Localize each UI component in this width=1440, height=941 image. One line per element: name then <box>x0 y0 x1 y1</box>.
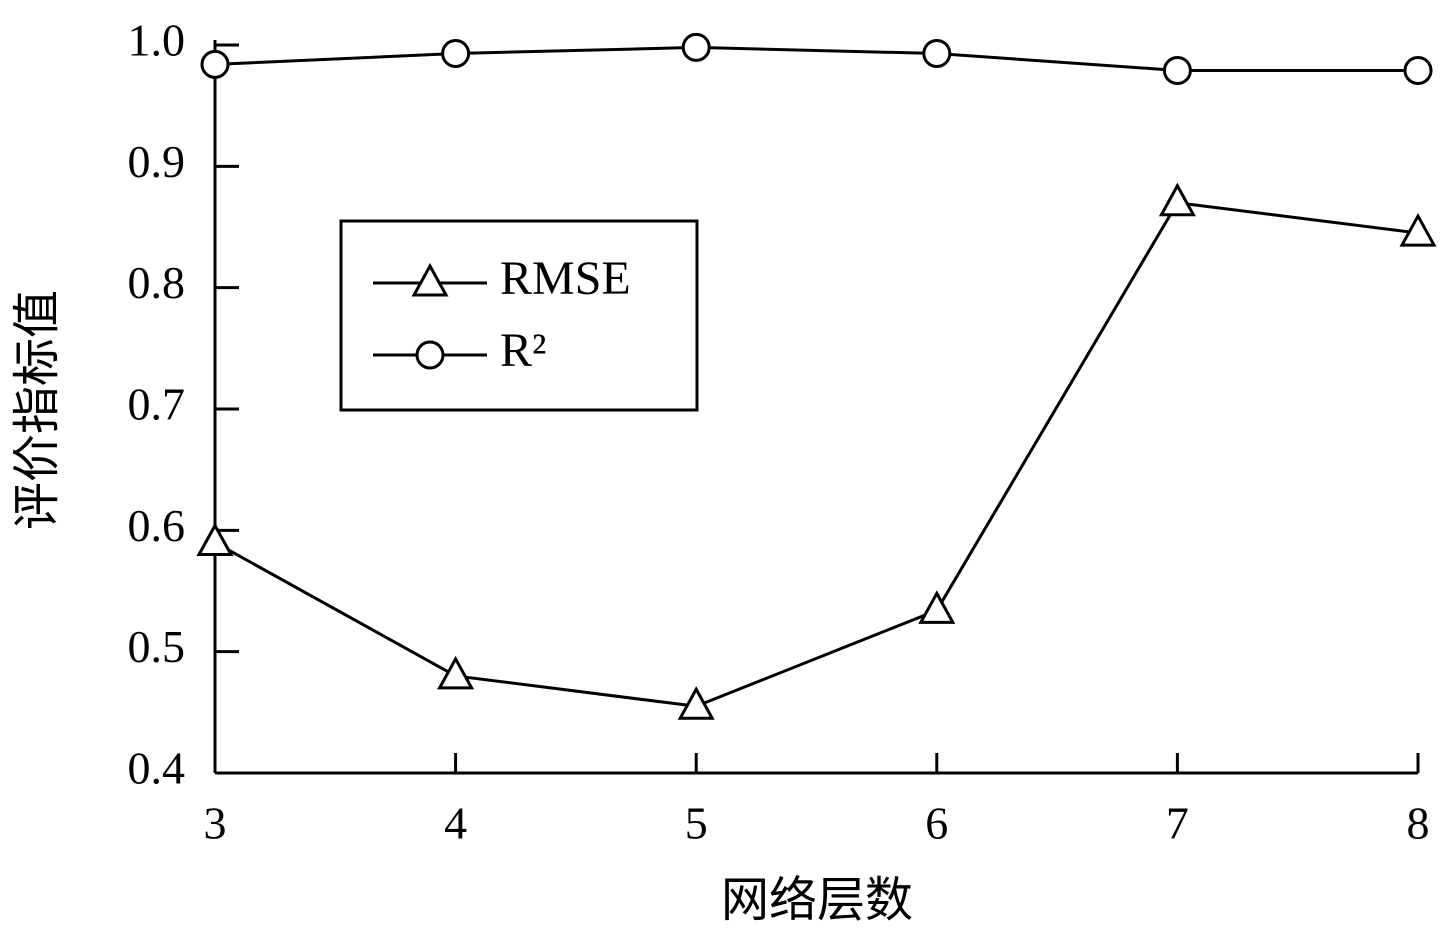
x-tick-label: 7 <box>1166 798 1189 849</box>
x-tick-label: 8 <box>1407 798 1430 849</box>
data-point <box>1403 55 1433 85</box>
legend-label: RMSE <box>500 252 631 305</box>
y-tick-label: 0.8 <box>128 257 186 308</box>
data-point <box>1399 212 1437 247</box>
data-point <box>441 38 471 68</box>
legend-marker <box>415 340 445 370</box>
data-point <box>1162 55 1192 85</box>
series-line <box>214 201 1419 708</box>
y-tick-label: 0.9 <box>128 136 186 187</box>
y-tick-label: 0.5 <box>128 621 186 672</box>
data-point <box>200 49 230 79</box>
x-tick-label: 4 <box>444 798 467 849</box>
y-axis-title: 评价指标值 <box>11 290 64 530</box>
legend-marker <box>411 262 449 297</box>
data-point <box>681 32 711 62</box>
legend-box <box>339 219 699 412</box>
x-axis-title: 网络层数 <box>721 874 913 927</box>
x-tick-label: 5 <box>685 798 708 849</box>
data-point <box>437 655 475 690</box>
x-tick-label: 6 <box>925 798 948 849</box>
y-tick-label: 0.6 <box>128 500 186 551</box>
y-tick-label: 1.0 <box>128 15 186 66</box>
y-tick-label: 0.4 <box>128 743 186 794</box>
data-point <box>196 522 234 556</box>
series-line <box>214 45 1418 72</box>
data-point <box>918 590 956 624</box>
x-tick-label: 3 <box>204 798 227 849</box>
legend-label: R² <box>500 324 546 377</box>
data-point <box>922 38 952 68</box>
y-tick-label: 0.7 <box>128 379 186 430</box>
data-point <box>677 686 715 720</box>
data-point <box>1158 182 1196 217</box>
